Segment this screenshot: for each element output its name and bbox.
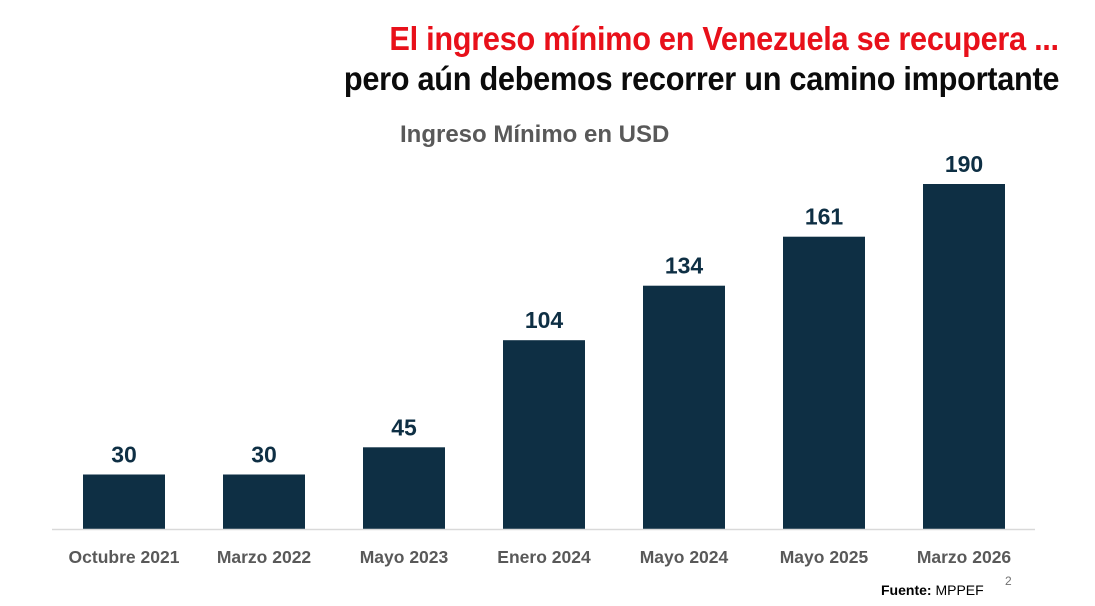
bar-4 [503,340,585,529]
headline-line-1: El ingreso mínimo en Venezuela se recupe… [389,20,1060,57]
bar-7 [923,184,1005,529]
data-label-4: 104 [525,307,564,333]
data-label-1: 30 [111,442,137,468]
data-labels-layer: 30 30 45 104 134 161 190 [111,151,983,468]
bar-1 [83,474,165,529]
x-tick-label-1: Octubre 2021 [69,547,180,567]
page-number: 2 [1005,574,1012,588]
bar-2 [223,474,305,529]
source-value: MPPEF [931,582,984,598]
headline-line-2: pero aún debemos recorrer un camino impo… [343,60,1060,97]
source-label: Fuente: [881,582,932,598]
bars-layer [83,184,1005,529]
data-label-6: 161 [805,204,844,230]
x-tick-label-3: Mayo 2023 [360,547,449,567]
x-tick-label-4: Enero 2024 [497,547,591,567]
bar-5 [643,285,725,529]
x-tick-label-2: Marzo 2022 [217,547,312,567]
chart-title: Ingreso Mínimo en USD [400,121,670,148]
source-note: Fuente: MPPEF [881,582,984,598]
data-label-5: 134 [665,253,704,279]
data-label-7: 190 [945,151,983,177]
x-tick-label-7: Marzo 2026 [917,547,1012,567]
data-label-3: 45 [391,414,417,440]
bar-6 [783,236,865,529]
x-tick-label-6: Mayo 2025 [780,547,869,567]
x-tick-label-5: Mayo 2024 [640,547,729,567]
data-label-2: 30 [251,442,277,468]
x-tick-labels-layer: Octubre 2021 Marzo 2022 Mayo 2023 Enero 202… [69,547,1012,567]
bar-3 [363,447,445,529]
